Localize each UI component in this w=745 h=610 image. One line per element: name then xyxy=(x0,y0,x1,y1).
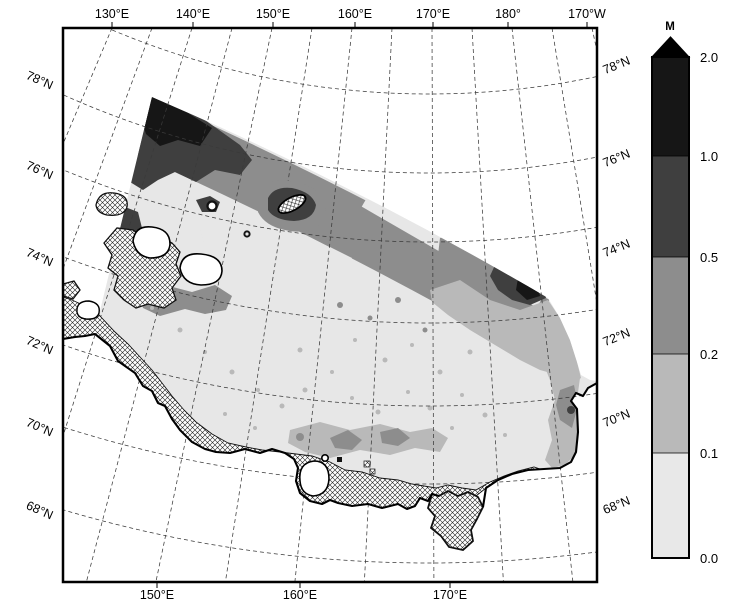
coastline xyxy=(63,332,597,511)
meridian-line xyxy=(471,28,504,582)
right-axis-label: 78°N xyxy=(601,54,632,77)
edge-blob xyxy=(556,385,578,428)
speck xyxy=(367,315,373,321)
speck xyxy=(422,327,428,333)
parallel-arc xyxy=(63,256,597,324)
features xyxy=(196,180,342,462)
colorbar-border xyxy=(651,56,690,559)
left-axis-label: 70°N xyxy=(24,415,55,439)
bottom-axis-labels: 150°E 160°E 170°E xyxy=(140,588,467,602)
top-axis-label: 150°E xyxy=(256,7,290,21)
lagoon xyxy=(76,300,100,320)
meridian-line xyxy=(63,28,113,145)
colorbar-over-triangle xyxy=(650,36,691,58)
parallel-arc xyxy=(107,28,597,95)
colorbar-tick: 2.0 xyxy=(700,50,718,65)
colorbar-segment-0.5-1.0 xyxy=(652,156,689,257)
axis-ticks xyxy=(111,22,588,588)
colorbar-tick: 1.0 xyxy=(700,149,718,164)
island-white xyxy=(179,252,223,286)
colorbar-tick: 0.5 xyxy=(700,250,718,265)
meridian-line xyxy=(551,28,597,307)
station-circle-icon xyxy=(320,453,329,462)
bottom-axis-label: 170°E xyxy=(433,588,467,602)
right-axis-label: 68°N xyxy=(601,494,632,517)
bay xyxy=(298,460,330,497)
top-axis-label: 160°E xyxy=(338,7,372,21)
left-axis-label: 74°N xyxy=(24,245,55,269)
island-hatch xyxy=(95,192,128,216)
colorbar-tick: 0.0 xyxy=(700,551,718,566)
right-axis-label: 72°N xyxy=(601,326,632,349)
bottom-blob xyxy=(380,428,410,446)
meridian-line xyxy=(63,28,193,438)
speck xyxy=(337,302,343,308)
dark-10-20 xyxy=(140,97,212,146)
light-hole xyxy=(300,247,352,274)
peninsula-hatch xyxy=(427,489,485,551)
meridian-line xyxy=(85,28,233,582)
left-axis-label: 72°N xyxy=(24,333,55,357)
meridian-line xyxy=(224,28,313,582)
map-frame xyxy=(61,26,599,584)
parallel-arc xyxy=(63,169,597,243)
data-field xyxy=(99,97,597,509)
bottom-blob xyxy=(330,430,362,450)
top-axis-label: 130°E xyxy=(95,7,129,21)
delong-island xyxy=(277,194,307,214)
bottom-axis-label: 150°E xyxy=(140,588,174,602)
top-axis-label: 180° xyxy=(495,7,521,21)
colorbar: M 2.0 1.0 0.5 0.2 0.1 0.0 xyxy=(650,21,718,566)
top-axis-label: 140°E xyxy=(176,7,210,21)
right-axis-label: 76°N xyxy=(601,147,632,170)
top-axis-label: 170°E xyxy=(416,7,450,21)
left-axis-label: 68°N xyxy=(24,498,55,522)
colorbar-tick: 0.2 xyxy=(700,347,718,362)
right-axis-label: 74°N xyxy=(601,237,632,260)
data-domain xyxy=(99,97,597,509)
meridian-line xyxy=(364,28,393,582)
left-axis-label: 78°N xyxy=(24,68,55,92)
speckles xyxy=(150,306,507,437)
islet-dot-icon xyxy=(243,230,251,238)
colorbar-segment-0.1-0.2 xyxy=(652,354,689,453)
land-cell xyxy=(363,460,371,468)
top-axis-labels: 130°E 140°E 150°E 160°E 170°E 180° 170°W xyxy=(95,7,606,21)
island-hatch xyxy=(63,280,81,300)
meridian-line xyxy=(155,28,273,582)
islet-ring-icon xyxy=(206,200,218,212)
right-axis-label: 70°N xyxy=(601,407,632,430)
edge-dark xyxy=(567,406,575,414)
right-axis-labels: 78°N 76°N 74°N 72°N 70°N 68°N xyxy=(601,54,632,517)
lake xyxy=(132,225,171,259)
station-square-icon xyxy=(337,457,342,462)
bottom-mid xyxy=(288,422,448,458)
light-hole xyxy=(200,218,258,248)
top-axis-label: 170°W xyxy=(568,7,606,21)
left-axis-labels: 78°N 76°N 74°N 72°N 70°N 68°N xyxy=(24,68,55,522)
land-layer xyxy=(63,192,597,551)
colorbar-segment-0.0-0.1 xyxy=(652,453,689,558)
left-axis-label: 76°N xyxy=(24,158,55,182)
bottom-axis-label: 160°E xyxy=(283,588,317,602)
colorbar-tick-labels: 2.0 1.0 0.5 0.2 0.1 0.0 xyxy=(700,50,718,566)
colorbar-unit-label: M xyxy=(665,21,675,33)
colorbar-segment-0.2-0.5 xyxy=(652,257,689,354)
colorbar-segment-1.0-2.0 xyxy=(652,57,689,156)
parallel-arc xyxy=(63,344,597,407)
bottom-blob xyxy=(296,433,304,441)
colorbar-tick: 0.1 xyxy=(700,446,718,461)
right-darkcore xyxy=(516,278,540,300)
land-cell xyxy=(369,468,376,475)
speck xyxy=(395,297,401,303)
colorbar-dividers xyxy=(652,155,689,454)
